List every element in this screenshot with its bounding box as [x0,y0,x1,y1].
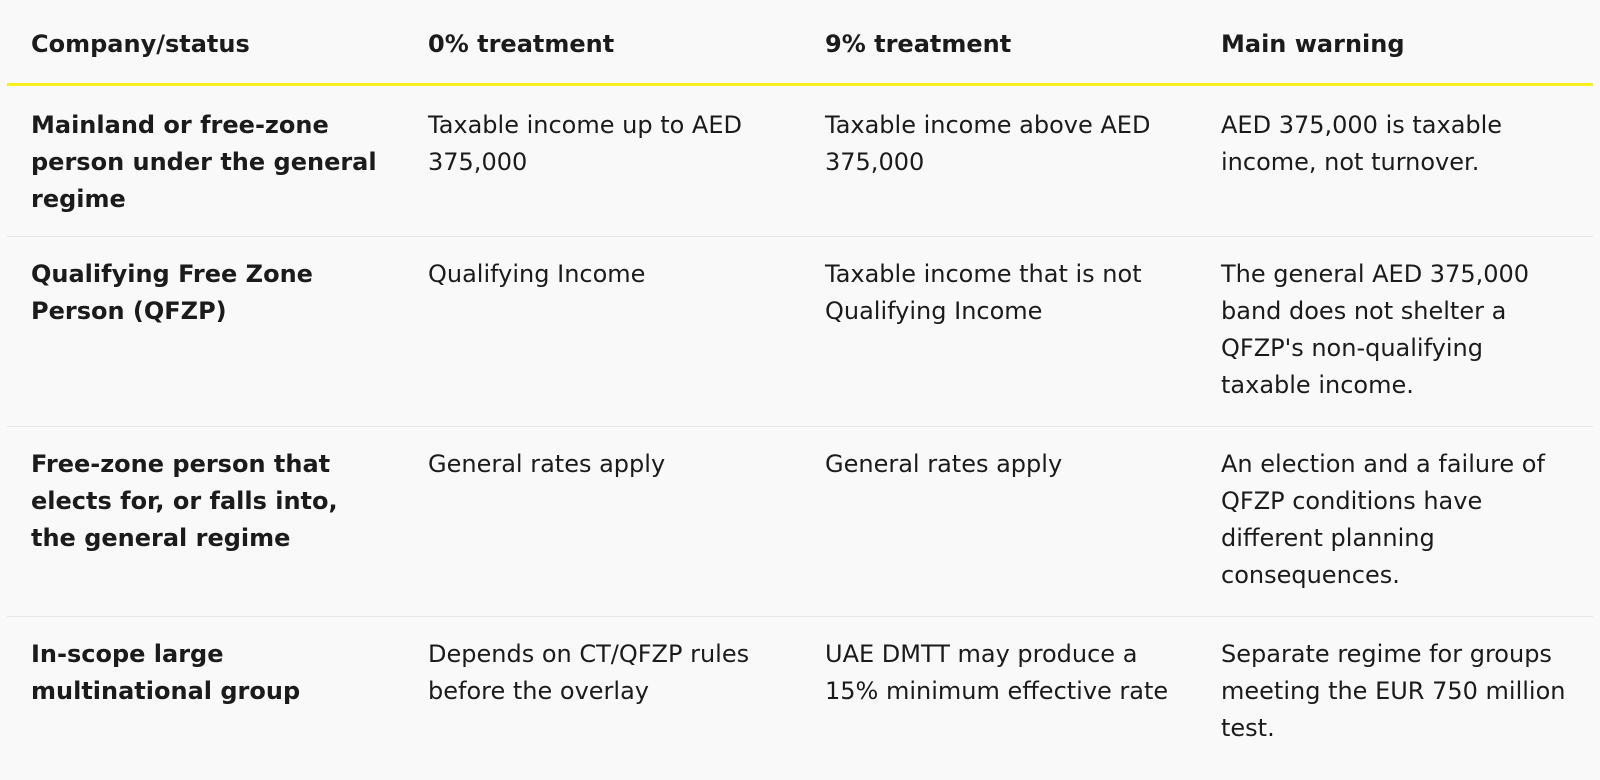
table-header: Company/status 0% treatment 9% treatment… [7,0,1593,86]
cell-company-status: Free-zone person that elects for, or fal… [7,426,404,617]
table-row: In-scope large multinational group Depen… [7,616,1593,780]
header-zero-percent-treatment: 0% treatment [404,0,801,86]
cell-zero-percent: Qualifying Income [404,236,801,427]
cell-company-status: In-scope large multinational group [31,639,301,705]
table-row: Qualifying Free Zone Person (QFZP) Quali… [7,236,1593,427]
tax-treatment-table: Company/status 0% treatment 9% treatment… [7,0,1593,780]
cell-nine-percent: General rates apply [801,426,1197,617]
cell-company-status: Mainland or free-zone person under the g… [7,84,404,237]
cell-main-warning: AED 375,000 is taxable income, not turno… [1197,84,1593,237]
header-company-status: Company/status [7,0,404,86]
tax-treatment-table-container: Company/status 0% treatment 9% treatment… [7,0,1593,780]
cell-nine-percent: UAE DMTT may produce a 15% minimum effec… [825,639,1169,705]
cell-nine-percent: Taxable income that is not Qualifying In… [801,236,1197,427]
header-nine-percent-treatment: 9% treatment [801,0,1197,86]
table-row: Free-zone person that elects for, or fal… [7,426,1593,617]
table-body: Mainland or free-zone person under the g… [7,84,1593,780]
cell-zero-percent: Depends on CT/QFZP rules before the over… [428,639,750,705]
cell-company-status: Qualifying Free Zone Person (QFZP) [7,236,404,427]
cell-zero-percent: Taxable income up to AED 375,000 [404,84,801,237]
cell-main-warning: An election and a failure of QFZP condit… [1197,426,1593,617]
cell-main-warning: The general AED 375,000 band does not sh… [1197,236,1593,427]
cell-zero-percent: General rates apply [404,426,801,617]
header-main-warning: Main warning [1197,0,1593,86]
cell-main-warning: Separate regime for groups meeting the E… [1221,639,1566,742]
table-row: Mainland or free-zone person under the g… [7,84,1593,237]
header-row: Company/status 0% treatment 9% treatment… [7,0,1593,86]
cell-nine-percent: Taxable income above AED 375,000 [801,84,1197,237]
